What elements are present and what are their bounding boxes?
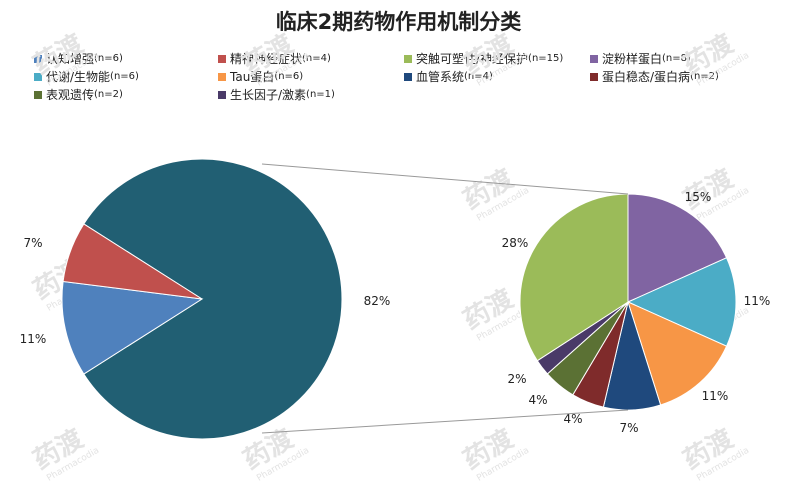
legend-label: Tau蛋白 xyxy=(230,70,275,84)
legend-swatch xyxy=(590,54,598,63)
legend-swatch xyxy=(34,72,42,81)
legend-item: 血管系统 (n=4) xyxy=(404,68,493,85)
legend-swatch xyxy=(218,54,226,63)
main-pie-slice xyxy=(62,223,203,300)
secondary-pie-data-label: 4% xyxy=(528,393,547,407)
legend-item: 淀粉样蛋白 (n=8) xyxy=(590,50,691,67)
legend-swatch xyxy=(218,90,226,99)
legend-label: 生长因子/激素 xyxy=(230,88,307,102)
legend-label: 突触可塑性/神经保护 xyxy=(416,52,529,66)
legend-label: 精神神经症状 xyxy=(230,52,303,66)
secondary-pie-data-label: 28% xyxy=(502,236,529,250)
secondary-pie-data-label: 11% xyxy=(702,389,729,403)
legend-count: (n=6) xyxy=(110,71,139,82)
connector-line xyxy=(261,409,629,434)
main-pie-data-label: 11% xyxy=(20,332,47,346)
secondary-pie-data-label: 2% xyxy=(507,372,526,386)
legend-swatch xyxy=(34,54,42,63)
legend-count: (n=2) xyxy=(94,89,123,100)
legend-item: 代谢/生物能 (n=6) xyxy=(34,68,139,85)
main-pie-data-label: 82% xyxy=(364,294,391,308)
legend-count: (n=6) xyxy=(94,53,123,64)
legend-label: 代谢/生物能 xyxy=(46,70,111,84)
secondary-pie-data-label: 4% xyxy=(563,412,582,426)
legend-item: 认知增强 (n=6) xyxy=(34,50,123,67)
legend-count: (n=4) xyxy=(464,71,493,82)
legend-swatch xyxy=(34,90,42,99)
legend-item: 蛋白稳态/蛋白病 (n=2) xyxy=(590,68,719,85)
legend-label: 血管系统 xyxy=(416,70,465,84)
secondary-pie-data-label: 11% xyxy=(744,294,771,308)
chart-title: 临床2期药物作用机制分类 xyxy=(275,10,522,34)
main-pie-slice xyxy=(61,280,204,375)
secondary-pie-data-label: 7% xyxy=(619,421,638,435)
legend-count: (n=15) xyxy=(528,53,564,64)
legend-count: (n=4) xyxy=(302,53,331,64)
legend-swatch xyxy=(218,72,226,81)
legend-count: (n=1) xyxy=(306,89,335,100)
legend-swatch xyxy=(404,54,412,63)
connector-line xyxy=(261,163,629,195)
legend-item: 精神神经症状 (n=4) xyxy=(218,50,331,67)
main-pie-data-label: 7% xyxy=(23,236,42,250)
secondary-pie-slice xyxy=(519,193,629,362)
legend-label: 表观遗传 xyxy=(46,88,95,102)
legend-item: 表观遗传 (n=2) xyxy=(34,86,123,103)
legend-item: Tau蛋白 (n=6) xyxy=(218,68,303,85)
legend-item: 突触可塑性/神经保护 (n=15) xyxy=(404,50,563,67)
legend-item: 生长因子/激素 (n=1) xyxy=(218,86,335,103)
legend-count: (n=2) xyxy=(690,71,719,82)
main-pie-slice xyxy=(83,158,343,440)
secondary-pie-slice xyxy=(626,257,737,347)
secondary-pie-slice xyxy=(627,193,728,303)
legend-label: 蛋白稳态/蛋白病 xyxy=(602,70,691,84)
legend-count: (n=8) xyxy=(662,53,691,64)
legend-count: (n=6) xyxy=(274,71,304,82)
legend-label: 认知增强 xyxy=(46,52,95,66)
legend-label: 淀粉样蛋白 xyxy=(602,52,663,66)
legend-swatch xyxy=(590,72,598,81)
secondary-pie-data-label: 15% xyxy=(685,190,712,204)
legend-swatch xyxy=(404,72,412,81)
